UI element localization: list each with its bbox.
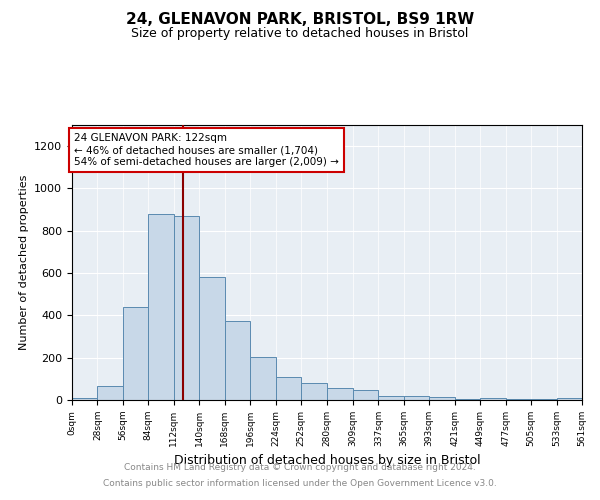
X-axis label: Distribution of detached houses by size in Bristol: Distribution of detached houses by size …: [173, 454, 481, 468]
Bar: [123, 307, 148, 400]
Bar: [148, 214, 174, 400]
Bar: [353, 390, 379, 400]
Bar: [301, 383, 326, 400]
Bar: [531, 399, 557, 400]
Bar: [174, 216, 199, 400]
Bar: [480, 398, 506, 400]
Bar: [506, 399, 531, 400]
Bar: [225, 320, 250, 400]
Bar: [199, 278, 225, 400]
Bar: [97, 386, 123, 400]
Text: Size of property relative to detached houses in Bristol: Size of property relative to detached ho…: [131, 28, 469, 40]
Text: 24 GLENAVON PARK: 122sqm
← 46% of detached houses are smaller (1,704)
54% of sem: 24 GLENAVON PARK: 122sqm ← 46% of detach…: [74, 134, 338, 166]
Text: 24, GLENAVON PARK, BRISTOL, BS9 1RW: 24, GLENAVON PARK, BRISTOL, BS9 1RW: [126, 12, 474, 28]
Bar: [455, 399, 480, 400]
Bar: [72, 398, 97, 400]
Bar: [379, 396, 404, 400]
Y-axis label: Number of detached properties: Number of detached properties: [19, 175, 29, 350]
Bar: [326, 388, 353, 400]
Bar: [404, 396, 429, 400]
Text: Contains HM Land Registry data © Crown copyright and database right 2024.: Contains HM Land Registry data © Crown c…: [124, 464, 476, 472]
Text: Contains public sector information licensed under the Open Government Licence v3: Contains public sector information licen…: [103, 478, 497, 488]
Bar: [557, 398, 582, 400]
Bar: [250, 356, 275, 400]
Bar: [429, 397, 455, 400]
Bar: [275, 376, 301, 400]
